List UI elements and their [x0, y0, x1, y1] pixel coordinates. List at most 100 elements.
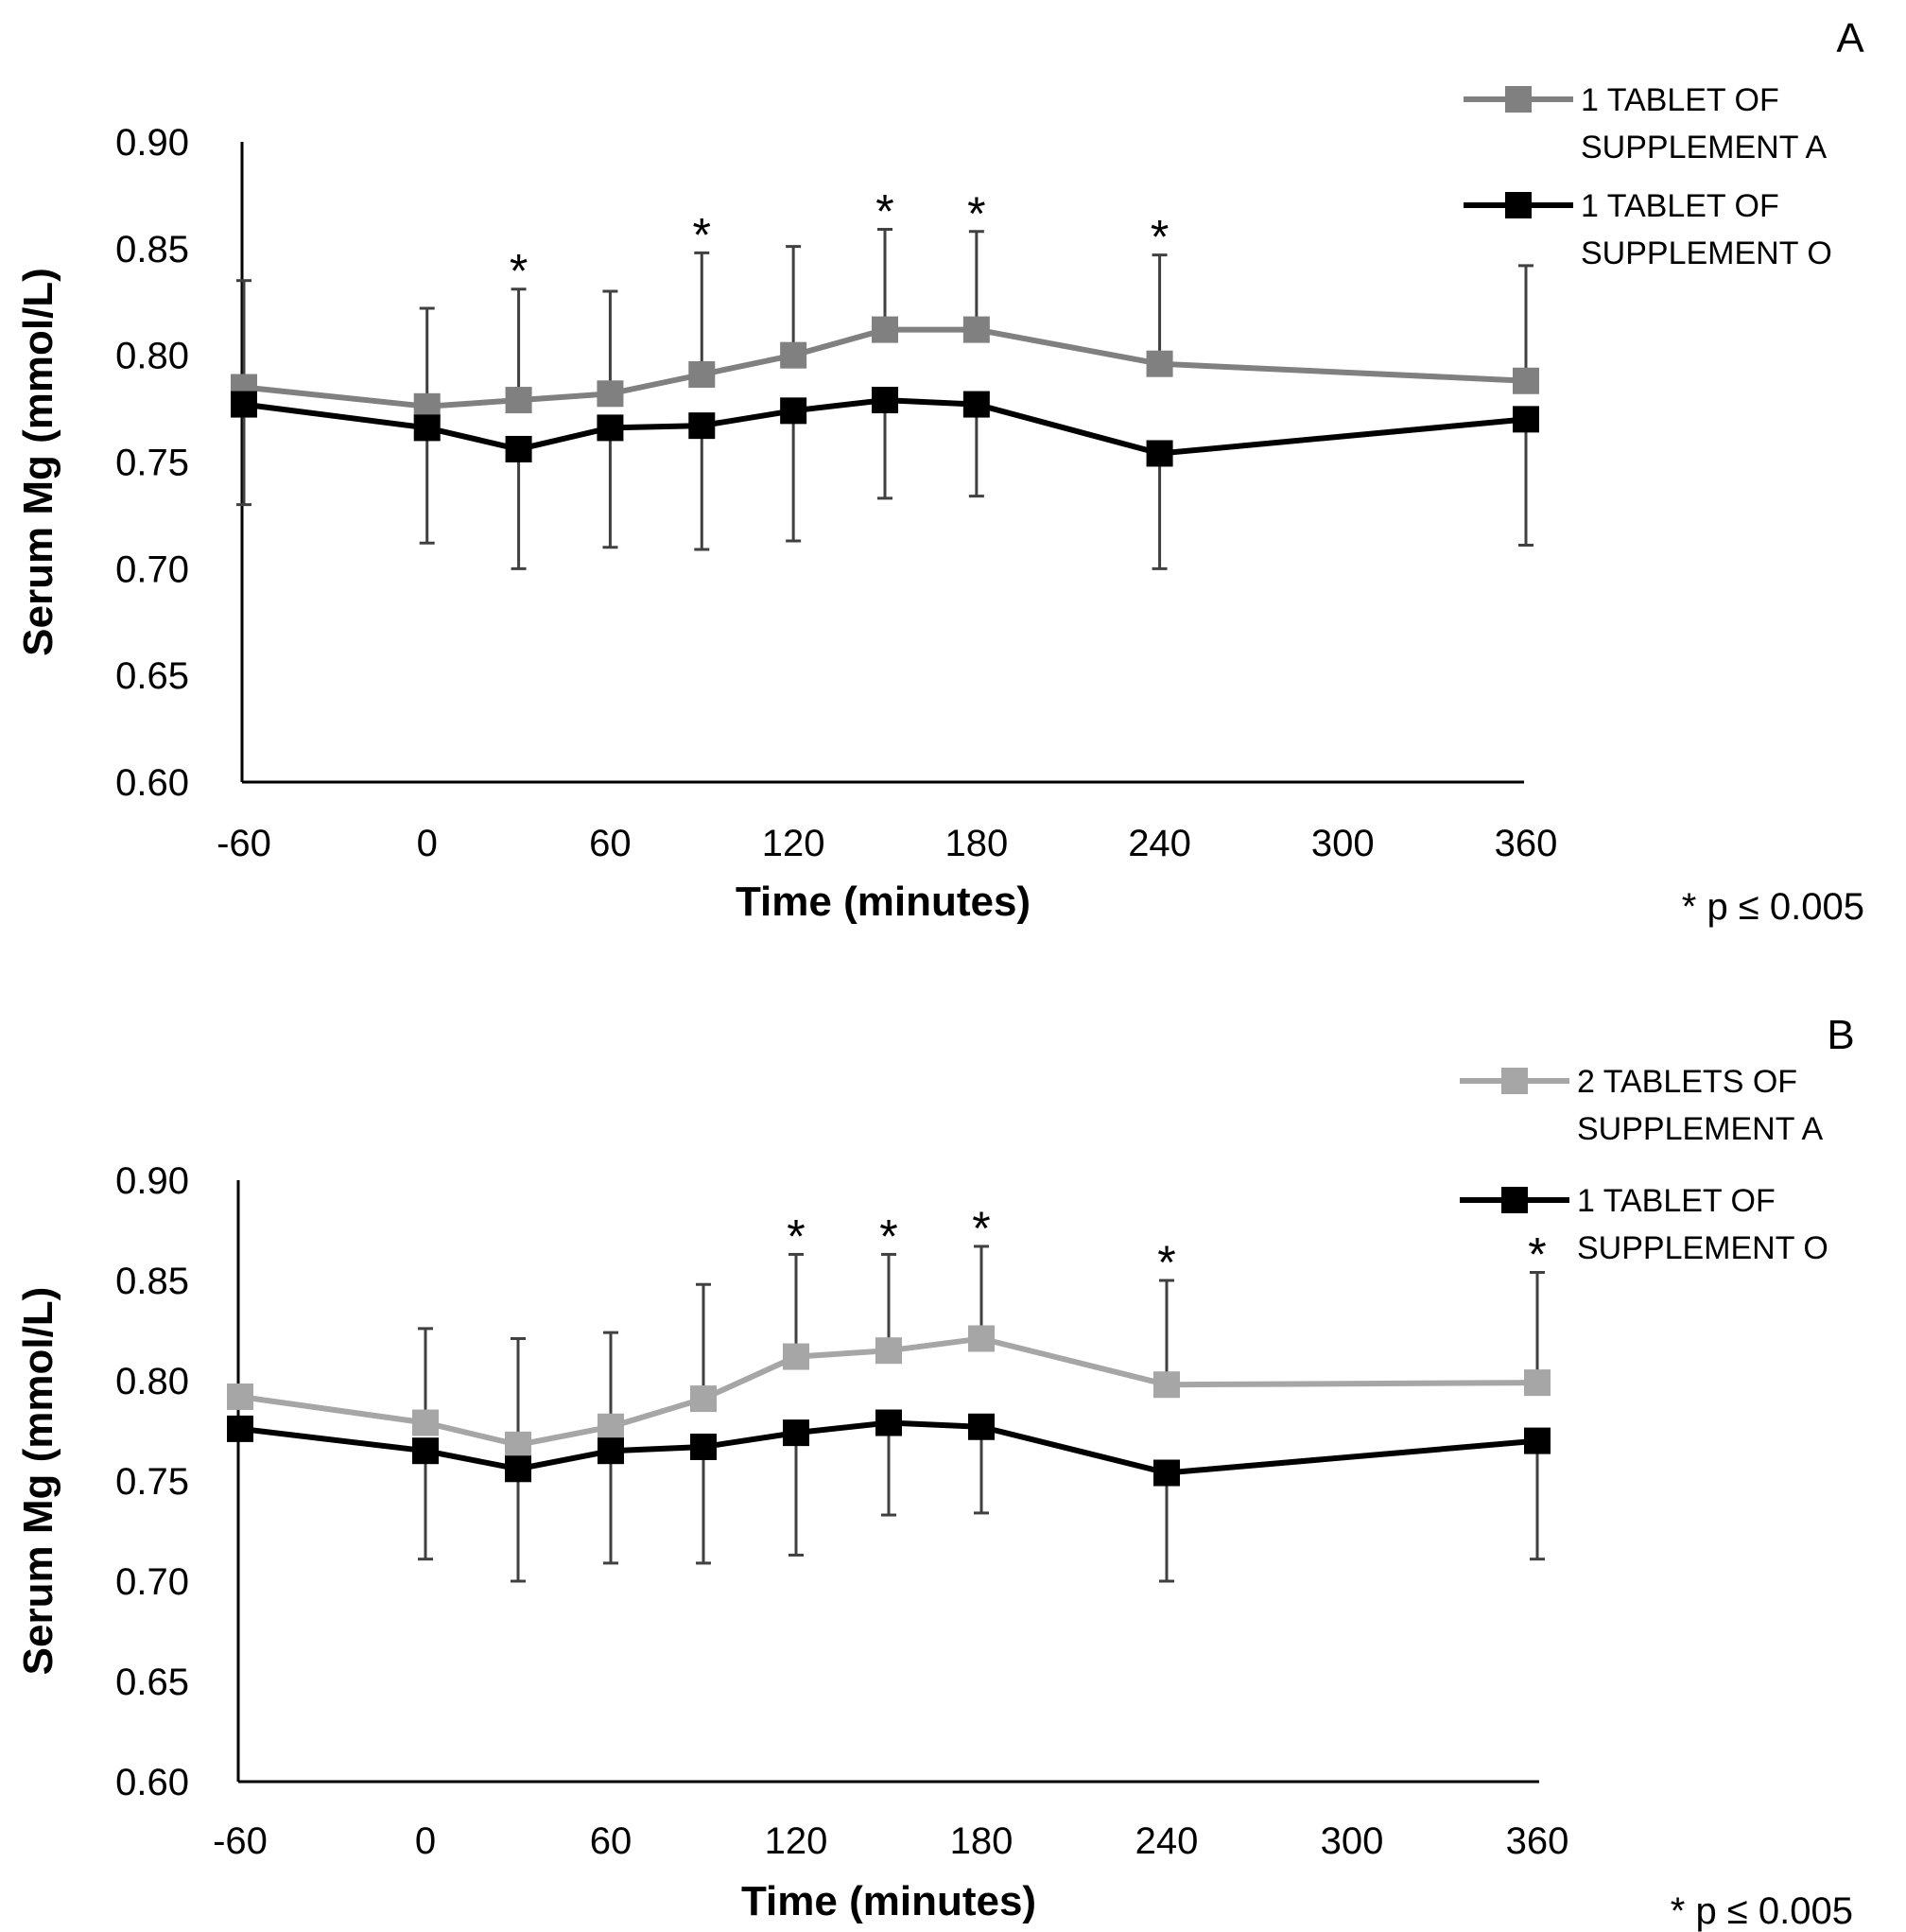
series-0	[227, 1244, 1551, 1458]
data-point	[1513, 367, 1539, 394]
x-axis-title: Time (minutes)	[741, 1878, 1036, 1924]
series-0	[231, 228, 1539, 420]
x-tick-label: 0	[417, 823, 438, 864]
chart-panel-b: 0.60 0.65 0.70 0.75 0.80 0.85 0.90 -60 0 60 120 180…	[15, 1012, 1855, 1932]
data-point	[505, 387, 532, 414]
y-tick-label: 0.80	[115, 1361, 189, 1402]
legend-label: 1 TABLET OF	[1577, 1183, 1776, 1219]
significance-marker: *	[787, 1210, 805, 1262]
x-tick-label: 180	[950, 1820, 1014, 1862]
x-tick-label: 180	[944, 823, 1008, 864]
data-point	[227, 1383, 253, 1410]
series-1	[231, 387, 1539, 570]
data-point	[688, 412, 716, 440]
data-point	[783, 1343, 809, 1370]
data-point	[872, 387, 898, 414]
chart-panel-a: 0.60 0.65 0.70 0.75 0.80 0.85 0.90 -60 0 60 120 180…	[15, 15, 1864, 928]
significance-marker: *	[1151, 211, 1169, 264]
x-tick-label: 120	[762, 823, 825, 864]
significance-marker: *	[972, 1202, 990, 1255]
legend-label: SUPPLEMENT O	[1581, 235, 1832, 271]
panel-label: A	[1836, 15, 1864, 61]
data-point	[597, 414, 624, 442]
y-tick-label: 0.85	[115, 229, 189, 270]
data-point	[962, 391, 990, 418]
x-tick-label: 360	[1495, 823, 1558, 864]
x-tick-label: 120	[765, 1820, 828, 1862]
y-axis-title: Serum Mg (mmol/L)	[15, 1287, 61, 1676]
significance-marker: *	[1157, 1236, 1175, 1289]
significance-note: * p ≤ 0.005	[1682, 886, 1864, 928]
data-point	[1524, 1427, 1551, 1454]
x-tick-label: 0	[415, 1820, 436, 1862]
y-tick-label: 0.60	[115, 1762, 189, 1803]
data-point	[780, 341, 807, 369]
y-tick-label: 0.65	[115, 655, 189, 697]
series-line	[239, 1335, 1538, 1448]
data-point	[1153, 1459, 1180, 1487]
series-line	[243, 397, 1527, 457]
panel-label: B	[1827, 1012, 1854, 1058]
x-tick-label: 240	[1135, 1820, 1199, 1862]
data-point	[505, 1431, 531, 1458]
legend-label: 1 TABLET OF	[1581, 82, 1779, 118]
x-tick-label: 300	[1321, 1820, 1384, 1862]
data-point	[875, 1409, 902, 1436]
data-point	[968, 1413, 995, 1440]
data-point	[690, 1433, 717, 1460]
data-point	[688, 360, 716, 388]
x-tick-label: -60	[213, 1820, 268, 1862]
significance-note: * p ≤ 0.005	[1671, 1890, 1853, 1932]
data-point	[1513, 406, 1539, 433]
legend-label: SUPPLEMENT A	[1581, 130, 1827, 165]
data-point	[1146, 440, 1173, 467]
x-tick-label: 360	[1506, 1820, 1569, 1862]
legend-label: SUPPLEMENT A	[1577, 1111, 1823, 1147]
significance-marker: *	[879, 1210, 897, 1262]
x-tick-label: 60	[589, 823, 632, 864]
data-point	[412, 1437, 439, 1465]
series-line	[243, 326, 1527, 409]
data-point	[505, 435, 532, 462]
data-point	[227, 1415, 253, 1442]
data-point	[412, 1409, 439, 1436]
data-point	[968, 1325, 995, 1352]
legend-label: SUPPLEMENT O	[1577, 1230, 1828, 1266]
legend-label: 1 TABLET OF	[1581, 188, 1779, 224]
data-point	[598, 1413, 624, 1440]
y-tick-label: 0.85	[115, 1261, 189, 1302]
significance-marker: *	[1528, 1228, 1546, 1281]
y-tick-label: 0.65	[115, 1662, 189, 1703]
y-tick-label: 0.75	[115, 1461, 189, 1503]
significance-marker: *	[510, 245, 528, 298]
legend-marker	[1505, 86, 1532, 113]
y-tick-label: 0.60	[115, 762, 189, 804]
y-tick-label: 0.70	[115, 548, 189, 590]
x-tick-label: 60	[590, 1820, 632, 1862]
y-tick-label: 0.80	[115, 336, 189, 377]
legend-marker	[1501, 1068, 1528, 1094]
x-tick-label: 240	[1128, 823, 1191, 864]
series-1	[227, 1409, 1551, 1583]
data-point	[1146, 350, 1173, 377]
data-point	[780, 397, 807, 425]
y-tick-label: 0.90	[115, 1160, 189, 1202]
data-point	[872, 316, 898, 343]
significance-marker: *	[693, 208, 711, 261]
data-point	[690, 1385, 717, 1413]
y-tick-label: 0.90	[115, 122, 189, 164]
significance-marker: *	[967, 187, 985, 240]
data-point	[598, 1437, 624, 1465]
legend-marker	[1501, 1187, 1528, 1213]
y-tick-label: 0.75	[115, 443, 189, 484]
data-point	[962, 316, 990, 343]
legend-marker	[1505, 192, 1532, 218]
x-axis-title: Time (minutes)	[736, 879, 1031, 925]
significance-marker: *	[875, 185, 893, 238]
series-line	[239, 1419, 1538, 1476]
x-tick-label: 300	[1311, 823, 1375, 864]
x-tick-label: -60	[217, 823, 271, 864]
y-axis-title: Serum Mg (mmol/L)	[15, 268, 61, 656]
data-point	[1524, 1369, 1551, 1397]
